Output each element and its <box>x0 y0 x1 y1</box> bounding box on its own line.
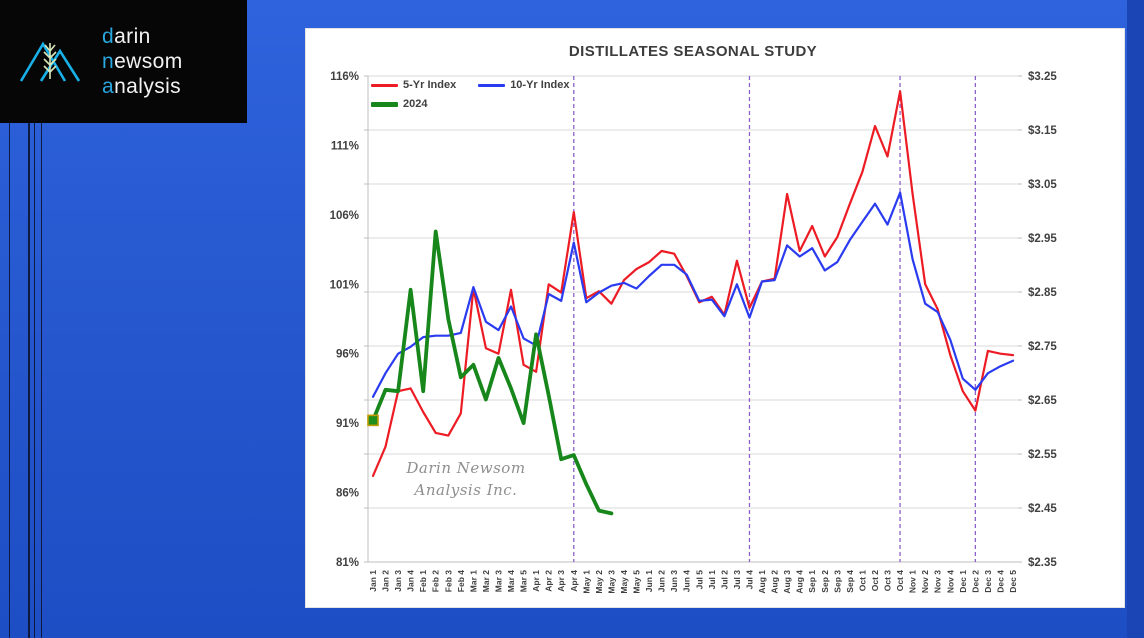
left-axis-label: 116% <box>330 71 359 83</box>
x-axis-label: Oct 4 <box>895 570 905 592</box>
legend-item-10yr: 10-Yr Index <box>478 79 570 91</box>
right-axis-label: $3.05 <box>1028 179 1057 191</box>
legend-label-2024: 2024 <box>403 98 428 110</box>
mountains-wheat-icon <box>16 29 88 94</box>
x-axis-label: Jun 1 <box>644 570 654 592</box>
left-axis-label: 101% <box>330 279 359 291</box>
legend-label-5yr: 5-Yr Index <box>403 79 457 91</box>
x-axis-label: Nov 2 <box>920 570 930 593</box>
pinstripe <box>28 118 30 638</box>
x-axis-label: Nov 4 <box>945 570 955 593</box>
x-axis-label: Apr 3 <box>556 570 566 592</box>
x-axis-label: Feb 3 <box>443 570 453 592</box>
series-line-5-yr-index <box>371 90 1015 477</box>
right-axis-label: $2.35 <box>1028 557 1057 569</box>
series-line-10-yr-index <box>371 191 1015 398</box>
x-axis-label: Feb 4 <box>456 570 466 592</box>
x-axis-label: Oct 1 <box>857 570 867 592</box>
x-axis-label: Feb 1 <box>418 570 428 592</box>
legend-item-2024: 2024 <box>371 98 427 110</box>
legend-swatch-2024 <box>371 101 398 107</box>
right-axis-label: $3.25 <box>1028 71 1057 83</box>
x-axis-label: Jan 4 <box>406 570 416 592</box>
series-start-marker-2024 <box>367 414 379 427</box>
x-axis-label: Oct 3 <box>883 570 893 592</box>
x-axis-label: Jan 1 <box>368 570 378 592</box>
right-axis-label: $2.85 <box>1028 287 1057 299</box>
x-axis-label: Jan 2 <box>381 570 391 592</box>
x-axis-label: Oct 2 <box>870 570 880 592</box>
x-axis-label: Apr 4 <box>569 570 579 592</box>
x-axis-label: Dec 1 <box>958 570 968 593</box>
legend-swatch-5yr <box>371 83 398 87</box>
logo-text: darin newsom analysis <box>102 25 183 98</box>
left-axis-label: 111% <box>331 140 359 152</box>
x-axis-label: Jul 4 <box>744 570 754 590</box>
right-axis-label: $3.15 <box>1028 125 1057 137</box>
x-axis-label: May 3 <box>606 570 616 594</box>
right-axis-label: $2.75 <box>1028 341 1057 353</box>
x-axis-label: Sep 3 <box>832 570 842 593</box>
x-axis-label: Jun 2 <box>657 570 667 592</box>
left-axis-label: 96% <box>336 349 359 361</box>
logo: darin newsom analysis <box>0 0 247 123</box>
x-axis-label: Dec 2 <box>970 570 980 593</box>
x-axis-label: Nov 1 <box>908 570 918 593</box>
legend-item-5yr: 5-Yr Index <box>371 79 456 91</box>
x-axis-label: Jul 1 <box>707 570 717 590</box>
x-axis-label: Aug 2 <box>770 570 780 594</box>
x-axis-label: Jul 5 <box>694 570 704 590</box>
x-axis-label: Dec 4 <box>995 570 1005 593</box>
x-axis-label: Sep 1 <box>807 570 817 593</box>
x-axis-label: Dec 3 <box>983 570 993 593</box>
right-axis-label: $2.55 <box>1028 449 1057 461</box>
x-axis-label: Apr 1 <box>531 570 541 592</box>
x-axis-label: Aug 4 <box>795 570 805 594</box>
left-axis-label: 86% <box>336 488 359 500</box>
x-axis-label: Sep 2 <box>820 570 830 593</box>
legend-swatch-10yr <box>478 83 506 87</box>
left-axis-label: 91% <box>336 418 359 430</box>
x-axis-label: Jun 3 <box>669 570 679 592</box>
right-axis-label: $2.65 <box>1028 395 1057 407</box>
x-axis-label: Mar 2 <box>481 570 491 592</box>
x-axis-label: Apr 2 <box>544 570 554 592</box>
x-axis-label: Mar 1 <box>468 570 478 592</box>
chart-canvas: $3.25 $3.15 $3.05 $2.95 $2.85 $2.75 $2.65 $2.55… <box>330 71 1058 594</box>
left-axis-label: 106% <box>330 210 359 222</box>
series-line-2024 <box>371 229 614 516</box>
x-axis-label: May 1 <box>581 570 591 594</box>
pinstripe <box>34 118 35 638</box>
watermark: Darin Newsom Analysis Inc. <box>406 459 526 499</box>
x-axis-label: Mar 5 <box>519 570 529 592</box>
left-axis-label: 81% <box>336 557 359 569</box>
pinstripe <box>41 118 42 638</box>
x-axis-label: Aug 1 <box>757 570 767 594</box>
right-axis-label: $2.45 <box>1028 503 1057 515</box>
x-axis-label: Mar 3 <box>493 570 503 592</box>
x-axis-label: Jan 3 <box>393 570 403 592</box>
x-axis-label: May 4 <box>619 570 629 594</box>
legend-label-10yr: 10-Yr Index <box>510 79 570 91</box>
x-axis-label: May 5 <box>632 570 642 594</box>
pinstripe <box>9 118 10 638</box>
x-axis-label: Dec 5 <box>1008 570 1018 593</box>
x-axis-label: Sep 4 <box>845 570 855 593</box>
right-edge-strip <box>1127 0 1144 638</box>
chart-card: DISTILLATES SEASONAL STUDY 5-Yr Index 10… <box>305 28 1125 608</box>
chart-legend: 5-Yr Index 10-Yr Index 2024 <box>371 79 570 117</box>
x-axis-label: Jul 3 <box>732 570 742 590</box>
x-axis-label: Mar 4 <box>506 570 516 592</box>
x-axis-label: Nov 3 <box>933 570 943 593</box>
x-axis-label: Aug 3 <box>782 570 792 594</box>
x-axis-label: May 2 <box>594 570 604 594</box>
x-axis-label: Jul 2 <box>719 570 729 590</box>
right-axis-label: $2.95 <box>1028 233 1057 245</box>
x-axis-label: Jun 4 <box>682 570 692 592</box>
chart-title: DISTILLATES SEASONAL STUDY <box>568 43 818 60</box>
x-axis-label: Feb 2 <box>431 570 441 592</box>
